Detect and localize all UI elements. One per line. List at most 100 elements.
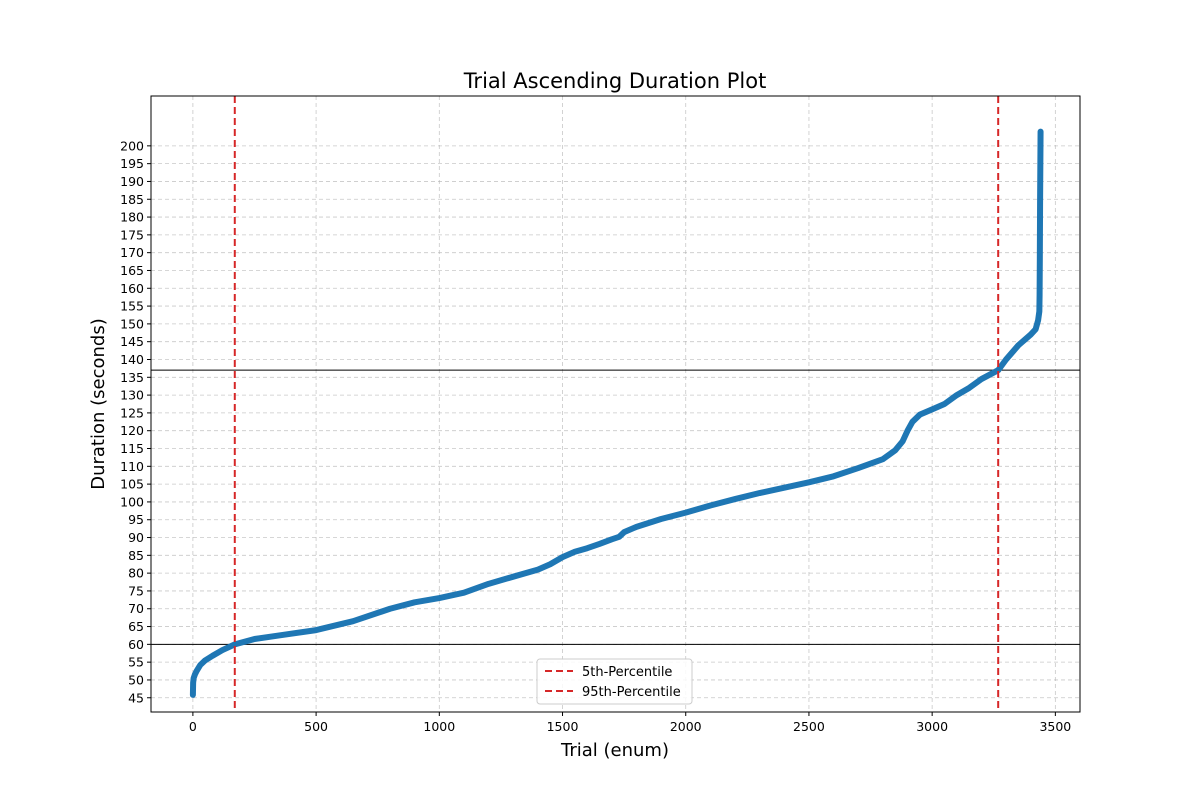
data-point — [880, 456, 886, 462]
data-point — [757, 490, 763, 496]
data-point — [251, 636, 258, 642]
y-tick-label: 105 — [120, 477, 144, 492]
data-point — [1036, 292, 1043, 298]
data-point — [412, 599, 418, 605]
y-tick-label: 140 — [120, 352, 144, 367]
y-axis-label: Duration (seconds) — [88, 318, 109, 490]
legend-label-95th: 95th-Percentile — [582, 685, 681, 700]
x-tick-label: 2500 — [793, 719, 825, 734]
data-point — [436, 595, 442, 601]
y-tick-label: 60 — [128, 637, 144, 652]
data-point — [917, 412, 923, 418]
y-tick-label: 90 — [128, 530, 144, 545]
y-tick-label: 120 — [120, 423, 144, 438]
y-tick-label: 75 — [128, 583, 144, 598]
data-point — [609, 536, 615, 542]
x-tick-label: 3500 — [1039, 719, 1071, 734]
y-tick-label: 55 — [128, 655, 144, 670]
y-tick-label: 175 — [120, 227, 144, 242]
y-axis-ticks: 45 50 55 60 65 70 75 80 85 90 95 100 105 110 115 120 125… — [120, 138, 151, 705]
y-tick-label: 170 — [120, 245, 144, 260]
x-tick-label: 0 — [189, 719, 197, 734]
data-point — [683, 510, 689, 516]
data-point — [1037, 200, 1043, 206]
data-point — [954, 392, 960, 398]
percentile-lines — [233, 96, 1000, 712]
data-point — [232, 641, 238, 647]
y-tick-label: 180 — [120, 210, 144, 225]
data-point — [387, 606, 393, 612]
data-point — [621, 529, 627, 535]
data-point — [806, 479, 812, 485]
y-tick-label: 80 — [128, 566, 144, 581]
data-point — [313, 627, 319, 633]
data-point — [732, 496, 738, 502]
y-tick-label: 100 — [120, 494, 144, 509]
y-tick-label: 70 — [128, 601, 144, 616]
data-point — [210, 653, 216, 659]
x-tick-label: 2000 — [670, 719, 702, 734]
y-tick-label: 135 — [120, 370, 144, 385]
reference-lines — [151, 369, 1080, 645]
y-tick-label: 125 — [120, 405, 144, 420]
data-point — [276, 632, 282, 639]
data-point — [978, 376, 985, 382]
data-point — [547, 561, 553, 567]
data-point — [633, 524, 640, 530]
data-point — [995, 367, 1001, 373]
data-point — [219, 647, 226, 653]
x-axis-label: Trial (enum) — [560, 740, 669, 761]
data-point — [616, 534, 622, 540]
data-point — [1003, 356, 1009, 363]
data-point — [461, 590, 467, 596]
data-point — [966, 385, 972, 391]
plot-area — [151, 96, 1080, 712]
data-point — [830, 473, 837, 479]
data-point — [202, 657, 208, 663]
data-point — [559, 554, 566, 560]
y-tick-label: 160 — [120, 281, 144, 296]
y-tick-label: 200 — [120, 138, 144, 153]
x-axis-ticks: 0 500 1000 1500 2000 2500 3000 3500 — [189, 712, 1071, 734]
data-point — [1037, 255, 1043, 261]
data-point — [941, 401, 948, 407]
y-tick-label: 165 — [120, 263, 144, 278]
y-tick-label: 95 — [128, 512, 144, 527]
data-point — [190, 680, 196, 686]
data-point — [904, 428, 911, 434]
x-tick-label: 500 — [304, 719, 328, 734]
data-point — [1033, 326, 1039, 332]
data-point — [485, 581, 492, 587]
data-point — [1037, 129, 1044, 135]
x-tick-label: 1500 — [547, 719, 579, 734]
y-tick-label: 190 — [120, 174, 144, 189]
data-point — [510, 574, 516, 580]
data-point — [584, 545, 590, 551]
data-point — [1028, 331, 1034, 338]
data-point — [193, 668, 200, 674]
legend-label-5th: 5th-Percentile — [582, 665, 672, 680]
data-point — [899, 438, 906, 444]
x-tick-label: 3000 — [916, 719, 948, 734]
y-tick-label: 150 — [120, 316, 144, 331]
y-tick-label: 185 — [120, 192, 144, 207]
data-point — [658, 516, 664, 522]
x-tick-label: 1000 — [423, 719, 455, 734]
y-tick-label: 130 — [120, 388, 144, 403]
y-tick-label: 65 — [128, 619, 144, 634]
y-tick-label: 155 — [120, 299, 144, 314]
data-point — [929, 406, 935, 412]
y-tick-label: 110 — [120, 459, 144, 474]
data-point — [572, 549, 578, 555]
data-series — [189, 128, 1044, 698]
data-point — [535, 566, 541, 573]
chart-title: Trial Ascending Duration Plot — [463, 69, 767, 93]
data-point — [707, 502, 713, 509]
data-point — [855, 465, 861, 471]
data-point — [1036, 308, 1042, 315]
y-tick-label: 115 — [120, 441, 144, 456]
legend: 5th-Percentile 95th-Percentile — [536, 658, 693, 705]
data-point — [909, 419, 916, 425]
y-tick-label: 145 — [120, 334, 144, 349]
